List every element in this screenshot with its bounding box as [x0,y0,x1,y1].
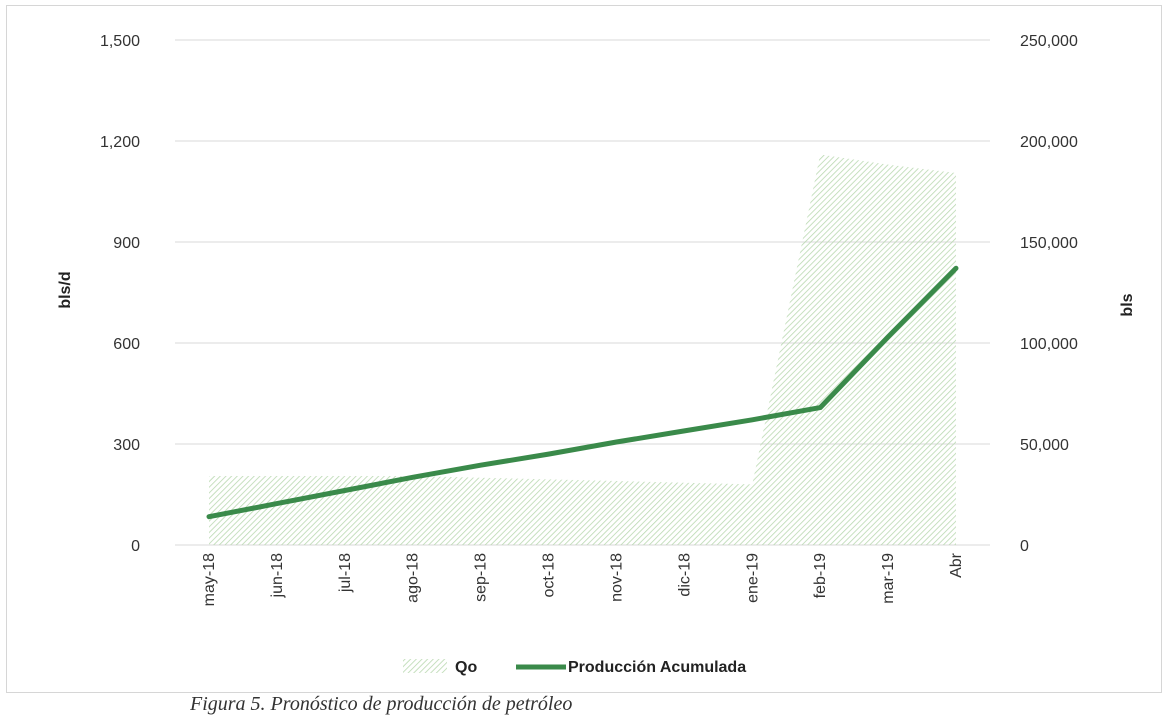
x-tick-label: ene-19 [744,553,761,603]
y2-tick-label: 200,000 [1020,134,1078,151]
area-series-qo [209,154,956,545]
y-tick-label: 1,500 [100,33,140,50]
x-tick-label: oct-18 [541,553,558,598]
x-tick-label: jul-18 [337,553,354,593]
y-tick-label: 0 [131,538,140,555]
x-tick-label: feb-19 [812,553,829,598]
line-series-produccion-acumulada [206,265,959,520]
y2-axis-title: bls [1119,293,1136,316]
legend-produccion-label: Producción Acumulada [568,659,746,676]
legend-qo-swatch [403,659,447,673]
x-tick-label: ago-18 [405,553,422,603]
x-tick-label: jun-18 [269,553,286,599]
x-tick-label: sep-18 [473,553,490,602]
y-tick-label: 600 [113,336,140,353]
legend-qo-label: Qo [455,659,477,676]
y2-tick-label: 250,000 [1020,33,1078,50]
y-tick-label: 1,200 [100,134,140,151]
chart-frame [6,5,1162,693]
x-tick-label: Abr [948,552,965,578]
y-axis-title: bls/d [57,271,74,308]
y2-tick-label: 150,000 [1020,235,1078,252]
y2-tick-label: 0 [1020,538,1029,555]
figure-caption: Figura 5. Pronóstico de producción de pe… [190,693,573,715]
y-tick-label: 900 [113,235,140,252]
x-tick-label: dic-18 [676,553,693,597]
x-tick-label: may-18 [201,553,218,606]
x-tick-label: mar-19 [880,553,897,604]
y2-tick-label: 50,000 [1020,437,1069,454]
y-tick-label: 300 [113,437,140,454]
legend: Qo Producción Acumulada [403,659,746,676]
y2-tick-label: 100,000 [1020,336,1078,353]
x-tick-label: nov-18 [608,553,625,602]
